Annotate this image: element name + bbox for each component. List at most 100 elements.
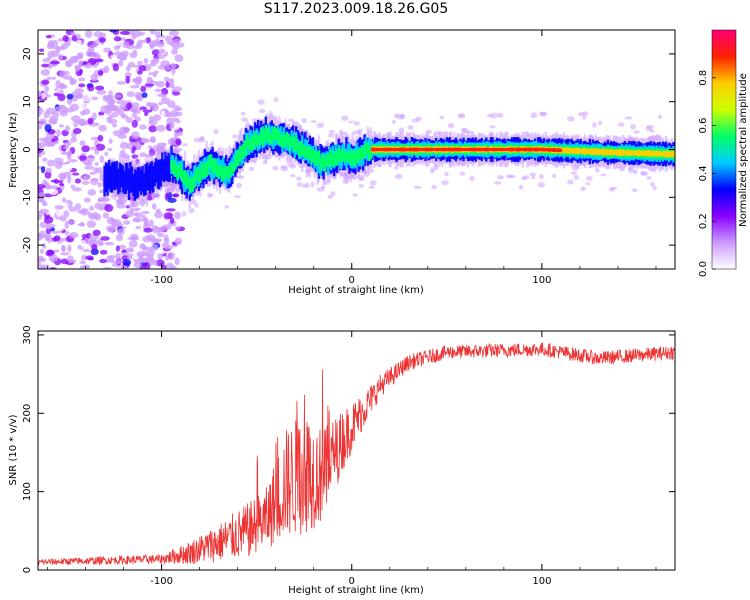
ridge-cell: [574, 147, 578, 154]
ridge-cell: [288, 137, 292, 152]
ridge-cell: [384, 147, 388, 152]
ridge-cell: [304, 147, 307, 158]
ridge-cell: [107, 160, 111, 190]
ridge-cell: [302, 144, 306, 155]
ridge-cell: [550, 148, 553, 152]
noise-blob: [127, 236, 137, 241]
ridge-cell: [433, 148, 436, 151]
ridge-cell: [129, 161, 132, 194]
ridge-cell: [657, 150, 660, 157]
ridge-cell: [497, 148, 500, 151]
noise-blob: [47, 249, 54, 256]
noise-blob: [42, 157, 48, 162]
noise-blob: [48, 254, 59, 263]
noise-blob: [141, 210, 150, 215]
noise-blob: [49, 83, 57, 90]
noise-blob: [469, 175, 475, 182]
ridge-cell: [447, 147, 450, 152]
noise-blob: [194, 202, 199, 208]
noise-blob: [107, 255, 116, 259]
ridge-cell: [114, 162, 117, 191]
ridge-cell: [561, 148, 564, 153]
noise-blob: [131, 131, 140, 140]
ridge-cell: [170, 159, 173, 170]
ridge-cell: [351, 148, 354, 162]
ridge-cell: [404, 147, 407, 152]
spectrogram-x-tick-label: -100: [150, 275, 173, 286]
noise-blob: [341, 115, 349, 122]
noise-blob: [597, 120, 603, 126]
noise-blob: [86, 154, 96, 163]
noise-blob: [53, 92, 60, 97]
ridge-cell: [535, 147, 538, 152]
noise-blob: [646, 176, 652, 180]
ridge-cell: [266, 130, 269, 144]
ridge-cell: [218, 164, 222, 176]
noise-blob: [139, 106, 147, 110]
noise-blob: [649, 128, 655, 133]
noise-blob: [38, 107, 44, 115]
noise-blob: [86, 220, 96, 228]
noise-blob: [104, 107, 113, 115]
ridge-cell: [570, 148, 573, 154]
ridge-cell: [480, 147, 484, 152]
ridge-cell: [141, 165, 144, 193]
noise-blob: [38, 230, 46, 239]
noise-blob: [169, 110, 179, 118]
ridge-cell: [281, 136, 284, 148]
ridge-cell: [501, 147, 505, 152]
ridge-cell: [199, 169, 202, 184]
ridge-cell: [285, 131, 289, 143]
spectrogram-heatmap: [38, 30, 675, 269]
ridge-cell: [360, 146, 363, 161]
noise-blob: [102, 47, 112, 53]
noise-blob: [47, 50, 55, 59]
noise-blob: [146, 101, 152, 107]
ridge-cell: [383, 147, 386, 152]
noise-blob: [156, 41, 165, 48]
ridge-cell: [162, 159, 166, 183]
ridge-cell: [623, 150, 627, 156]
ridge-cell: [237, 151, 240, 167]
noise-blob: [45, 133, 55, 140]
ridge-cell: [307, 145, 310, 161]
noise-blob: [134, 207, 141, 211]
noise-blob: [132, 49, 138, 54]
noise-blob: [113, 94, 122, 98]
noise-blob: [57, 93, 66, 102]
snr-axes: -100 0 100 0 100 200 300: [22, 325, 675, 587]
noise-blob: [115, 252, 121, 260]
noise-blob: [531, 176, 536, 180]
ridge-cell: [539, 148, 543, 151]
ridge-cell: [634, 150, 637, 156]
noise-blob: [570, 171, 578, 175]
noise-blob: [81, 145, 90, 153]
noise-blob: [143, 58, 149, 64]
noise-blob: [57, 226, 64, 232]
noise-blob: [125, 247, 134, 252]
noise-blob: [83, 61, 88, 65]
ridge-cell: [509, 147, 512, 152]
noise-blob: [74, 65, 81, 72]
ridge-cell: [660, 151, 663, 157]
ridge-cell: [217, 166, 220, 179]
noise-blob: [631, 188, 638, 193]
noise-blob: [174, 54, 184, 63]
noise-blob: [79, 140, 86, 146]
noise-blob: [129, 85, 140, 89]
noise-blob: [108, 138, 113, 145]
noise-blob: [352, 193, 358, 197]
ridge-cell: [234, 156, 237, 170]
noise-blob: [47, 142, 55, 147]
ridge-cell: [310, 149, 313, 164]
noise-blob: [585, 182, 591, 186]
noise-blob: [152, 144, 162, 152]
noise-blob: [94, 85, 105, 91]
ridge-cell: [463, 148, 467, 151]
ridge-cell: [270, 132, 274, 145]
noise-blob: [161, 200, 168, 209]
ridge-cell: [103, 165, 106, 197]
noise-blob: [53, 117, 59, 121]
noise-blob: [143, 49, 148, 54]
ridge-cell: [527, 147, 531, 152]
